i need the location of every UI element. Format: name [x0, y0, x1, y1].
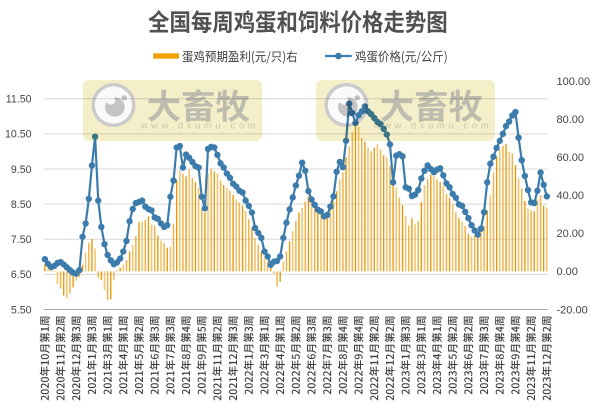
- svg-text:www.dxumu.com: www.dxumu.com: [373, 121, 493, 132]
- svg-text:10.50: 10.50: [5, 129, 32, 141]
- svg-text:60.00: 60.00: [557, 152, 585, 164]
- svg-text:9.50: 9.50: [11, 164, 32, 176]
- svg-text:5.50: 5.50: [11, 304, 32, 316]
- svg-text:-20.00: -20.00: [557, 304, 588, 316]
- svg-text:11.50: 11.50: [6, 94, 32, 106]
- svg-text:0.00: 0.00: [557, 266, 578, 278]
- svg-text:20.00: 20.00: [557, 228, 585, 240]
- svg-text:www.dxumu.com: www.dxumu.com: [140, 121, 260, 132]
- svg-text:8.50: 8.50: [11, 199, 32, 211]
- svg-text:6.50: 6.50: [11, 269, 32, 281]
- svg-text:100.00: 100.00: [557, 76, 591, 88]
- svg-text:40.00: 40.00: [557, 190, 585, 202]
- svg-text:80.00: 80.00: [557, 114, 585, 126]
- svg-text:7.50: 7.50: [11, 234, 32, 246]
